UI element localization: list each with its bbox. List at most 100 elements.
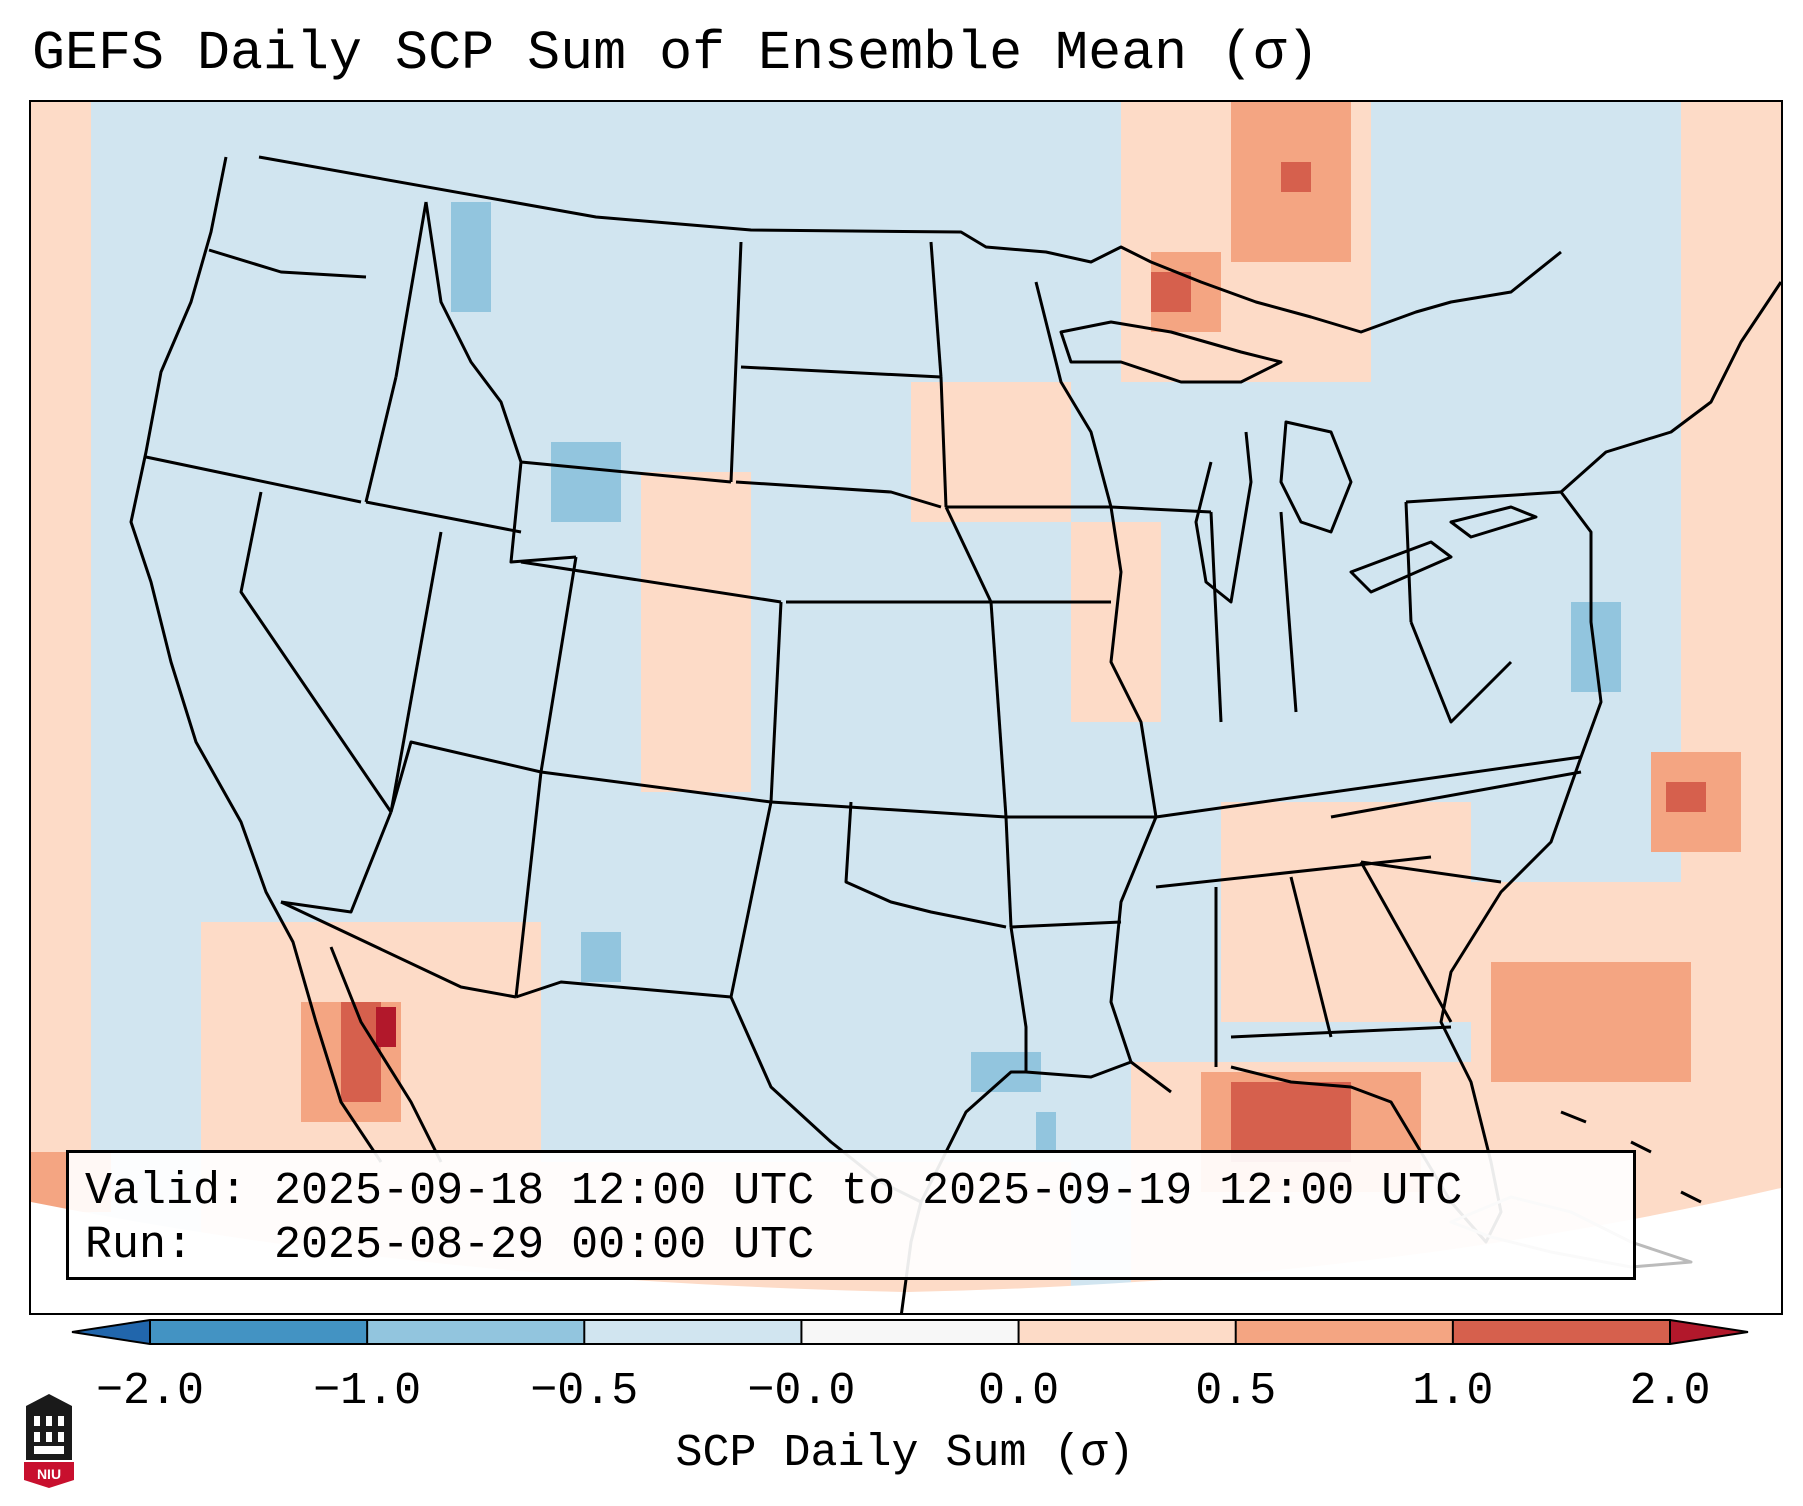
chart-title: GEFS Daily SCP Sum of Ensemble Mean (σ) [32,22,1320,85]
state-borders [129,155,1781,1313]
ca-nv-border [239,491,393,813]
anomaly-cool-idaho [451,202,491,312]
ga-fl-border [1230,1025,1452,1039]
id-nv-ut-border [365,500,522,534]
ga-sc-border [1359,861,1453,1023]
colorbar-extend-high [1670,1320,1748,1344]
ky-tn-border [1155,755,1582,819]
colorbar-tick-label: −0.0 [747,1366,856,1417]
lake-erie [1349,540,1453,594]
or-ca-border [145,455,362,504]
bahamas [1560,1110,1702,1204]
az-nm-border [514,771,543,998]
mississippi-river [1109,506,1158,1063]
oh-pa-border [1404,501,1413,623]
ks-mo-border [989,601,1008,818]
az-mexico-border [280,900,517,999]
anomaly-core-gulf [1231,1082,1351,1162]
ne-ia-border [944,506,993,603]
al-ga-border [1289,876,1333,1038]
wa-or-border [208,248,367,279]
nc-va-border [1330,770,1582,819]
sc-nc-border [1360,860,1502,884]
colorbar-tick-label: −2.0 [95,1366,205,1417]
or-id-border [364,376,398,503]
nm-tx-border [729,801,773,998]
lake-ontario [1449,505,1538,539]
run-label: Run: [85,1220,194,1271]
valid-run-info-box: Valid: 2025-09-18 12:00 UTC to 2025-09-1… [66,1150,1636,1280]
anomaly-spot-atlantic-core [1491,962,1691,1082]
colorbar [71,1319,1749,1345]
il-in-border [1209,511,1223,723]
colorbar-tick-label: 2.0 [1629,1366,1711,1417]
sd-ne-border [735,480,942,509]
sd-mn-ia-border [939,376,948,508]
projection-outside [31,1187,1781,1313]
logo-text: NIU [37,1466,61,1482]
ut-co-border [539,556,578,773]
colorbar-segment [1235,1320,1454,1344]
nv-az-border [389,740,542,813]
colorbar-tick-label: 0.5 [1195,1366,1277,1417]
colorbar-extend-low [72,1320,150,1344]
wy-ut-border [509,461,577,564]
anomaly-cool-new-mexico [581,932,621,982]
nd-sd-border [740,365,942,379]
map-canvas [31,102,1781,1313]
lake-superior [1059,320,1283,384]
colorbar-segment [1018,1320,1237,1344]
wv-va-border [1409,621,1513,724]
ok-tx-border [844,801,1007,929]
nv-ut-border [389,531,443,813]
valid-value: 2025-09-18 12:00 UTC to 2025-09-19 12:00… [274,1166,1463,1217]
nm-mexico-border [515,980,732,999]
co-nm-border [540,770,772,804]
new-england [1560,281,1781,494]
ok-ar-border [1004,816,1013,928]
anomaly-cool-delmarva [1571,602,1621,692]
anomaly-core-superior [1151,272,1191,312]
colorbar-outline [71,1319,1749,1345]
colorbar-segment [801,1320,1020,1344]
anomaly-region-front-range [641,472,751,792]
valid-label: Valid: [85,1166,248,1217]
colorbar-segment [150,1320,368,1344]
id-mt-border [424,201,523,463]
mt-nd-border [729,241,743,483]
la-coast [1025,1060,1172,1094]
anomaly-max-baja [376,1007,396,1047]
co-ks-border [769,601,783,803]
anomaly-region-west-edge [31,102,91,1313]
in-oh-border [1279,511,1298,713]
pa-ny-border [1405,490,1562,504]
ar-la-border [1010,920,1122,929]
anomaly-core-baja [341,1002,381,1102]
colorbar-segment [1452,1320,1671,1344]
mn-wi-border [1034,281,1113,508]
map-panel [29,100,1783,1315]
anomaly-core-hudson [1281,162,1311,192]
colorbar-tick-label: 0.0 [978,1366,1060,1417]
lake-huron [1279,420,1353,534]
east-coast [1230,491,1603,1244]
nd-mn-border [929,241,943,378]
colorbar-label: SCP Daily Sum (σ) [675,1428,1135,1479]
tx-la-border [1009,926,1028,1072]
anomaly-cool-wyoming [551,442,621,522]
colorbar-tick-label: 1.0 [1412,1366,1494,1417]
run-value: 2025-08-29 00:00 UTC [274,1220,815,1271]
tn-ms-al-border [1155,855,1432,889]
anomaly-cool-gulf-west [1036,1112,1056,1152]
colorbar-segment [584,1320,802,1344]
baja-peninsula [329,946,443,1163]
lake-michigan [1194,431,1253,604]
wy-co-border [520,560,782,604]
anomaly-core-bermuda [1666,782,1706,812]
ca-az-border [280,811,393,914]
wa-id-border [394,201,428,378]
wi-il-border [1110,505,1212,514]
us-canada-border [258,155,1562,334]
colorbar-tick-label: −0.5 [530,1366,639,1417]
mt-wy-border [520,460,732,484]
